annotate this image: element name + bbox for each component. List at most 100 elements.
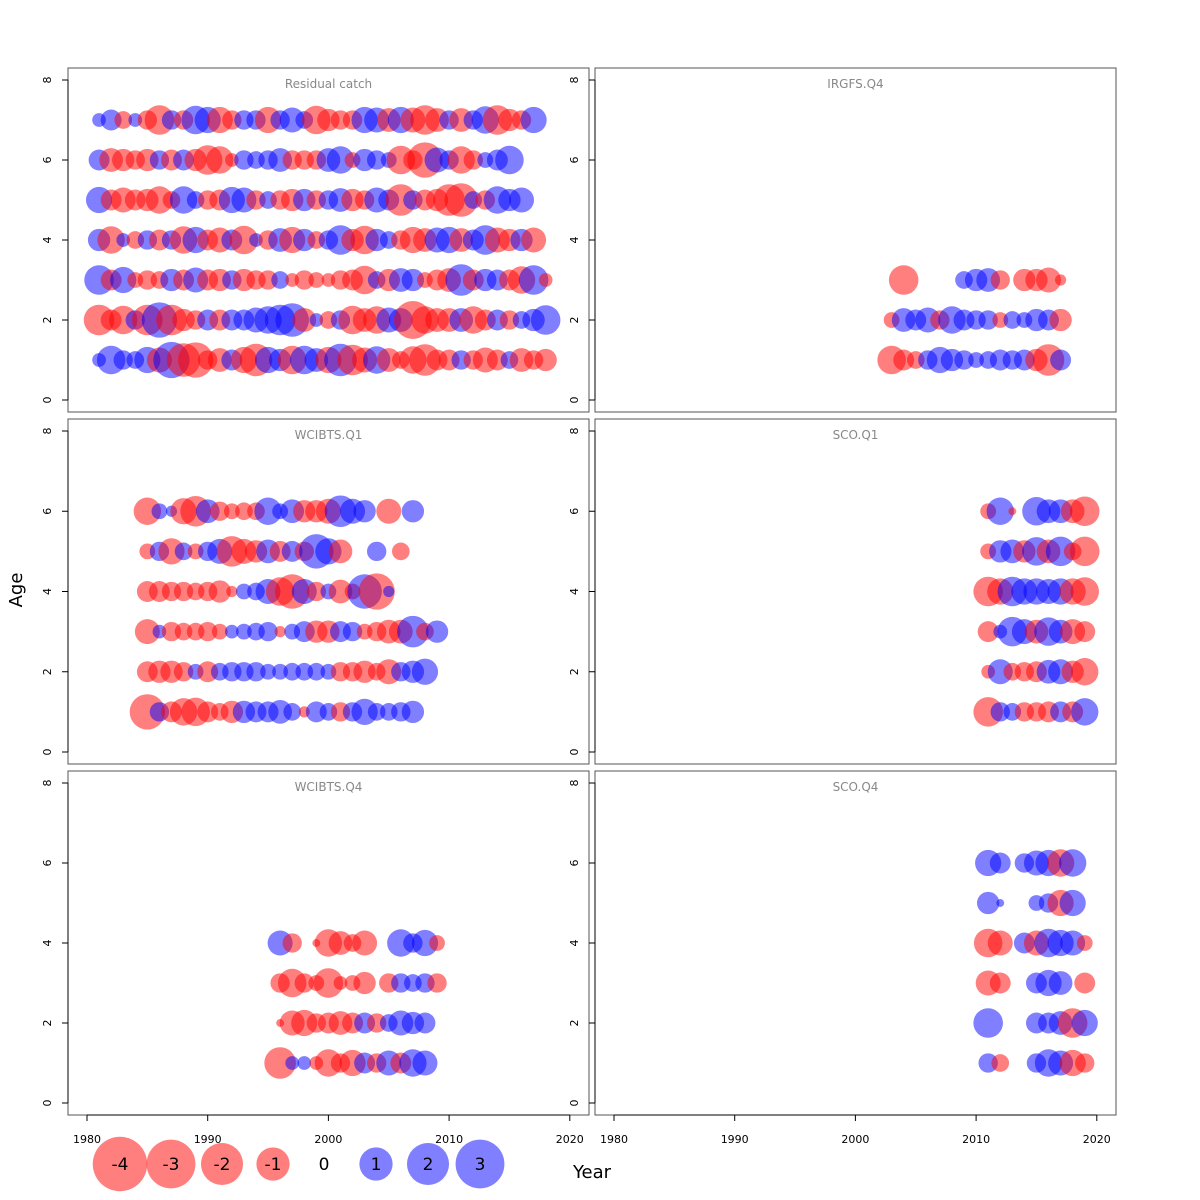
residual-bubble bbox=[258, 621, 278, 642]
residual-bubble bbox=[308, 272, 325, 288]
y-tick-label: 0 bbox=[41, 397, 54, 404]
residual-bubble bbox=[991, 1054, 1010, 1072]
panel-wcibts-q1: WCIBTS.Q1 0 2 4 6 8 bbox=[41, 418, 590, 765]
y-tick-label: 2 bbox=[568, 668, 581, 675]
legend-label: 2 bbox=[423, 1155, 434, 1175]
y-tick-label: 6 bbox=[41, 508, 54, 515]
residual-bubble bbox=[518, 265, 549, 295]
y-tick-label: 0 bbox=[41, 749, 54, 756]
residual-bubble bbox=[198, 621, 218, 642]
legend-label: 1 bbox=[371, 1155, 382, 1175]
residual-bubble bbox=[236, 583, 252, 600]
residual-bubble bbox=[888, 265, 919, 295]
residual-bubble bbox=[254, 497, 282, 525]
residual-bubble bbox=[292, 308, 317, 332]
panel-title: SCO.Q4 bbox=[833, 780, 879, 794]
legend-bubble bbox=[455, 1139, 505, 1189]
residual-bubble bbox=[1003, 311, 1022, 329]
residual-bubble bbox=[996, 899, 1005, 907]
residual-bubble bbox=[978, 310, 998, 330]
y-axis-title: Age bbox=[6, 573, 27, 608]
residual-bubble bbox=[264, 1047, 296, 1079]
y-tick-label: 6 bbox=[41, 860, 54, 867]
residual-bubble bbox=[530, 305, 561, 335]
legend-bubble bbox=[200, 1142, 244, 1186]
x-tick-label: 1990 bbox=[721, 1133, 749, 1146]
panel-title: IRGFS.Q4 bbox=[827, 77, 883, 91]
residual-bubble bbox=[223, 503, 240, 520]
residual-bubble bbox=[954, 350, 974, 370]
y-tick-label: 8 bbox=[41, 77, 54, 84]
residual-bubble bbox=[1036, 267, 1062, 293]
y-tick-label: 0 bbox=[568, 397, 581, 404]
residual-bubble bbox=[1071, 698, 1099, 726]
residual-bubble bbox=[1058, 849, 1087, 877]
residual-bubble bbox=[1074, 621, 1096, 643]
residual-bubble bbox=[1054, 274, 1067, 286]
panel-title: WCIBTS.Q1 bbox=[295, 428, 363, 442]
residual-bubble bbox=[133, 497, 162, 525]
x-tick-label: 1980 bbox=[73, 1133, 101, 1146]
residual-bubble bbox=[1059, 889, 1086, 917]
panel-wcibts-q4: WCIBTS.Q4 0 2 4 6 8 bbox=[41, 770, 590, 1116]
legend-bubble bbox=[359, 1147, 393, 1181]
residual-bubble bbox=[534, 348, 557, 372]
residual-bubble bbox=[1071, 1009, 1098, 1037]
residual-bubble bbox=[401, 700, 425, 724]
residual-bubble bbox=[353, 500, 376, 523]
residual-bubble bbox=[444, 183, 478, 217]
residual-bubble bbox=[151, 503, 168, 520]
residual-bubble bbox=[309, 313, 324, 327]
y-tick-label: 6 bbox=[568, 157, 581, 164]
residual-bubble bbox=[427, 973, 447, 993]
residual-bubble bbox=[990, 270, 1010, 290]
residual-bubble bbox=[521, 227, 547, 253]
panel-sco-q4: SCO.Q4 0 2 4 6 8 bbox=[568, 770, 1117, 1116]
residual-bubble bbox=[272, 663, 289, 680]
residual-bubble bbox=[1008, 507, 1017, 516]
residual-bubble bbox=[358, 573, 395, 610]
residual-bubble bbox=[397, 615, 429, 648]
residual-bubble bbox=[134, 619, 160, 645]
y-tick-label: 8 bbox=[41, 428, 54, 435]
residual-bubble bbox=[989, 852, 1011, 874]
residual-bubble bbox=[411, 658, 439, 685]
legend-bubble bbox=[406, 1142, 450, 1186]
residual-bubble bbox=[328, 539, 353, 564]
panel-title: Residual catch bbox=[285, 77, 372, 91]
residual-bubble bbox=[1074, 972, 1096, 994]
residual-bubble bbox=[274, 626, 286, 638]
legend-label: -3 bbox=[163, 1155, 180, 1175]
residual-bubble bbox=[342, 621, 363, 642]
residual-bubble bbox=[246, 662, 266, 682]
x-tick-label: 2000 bbox=[841, 1133, 869, 1146]
residual-bubble bbox=[352, 930, 378, 956]
residual-bubble bbox=[425, 620, 449, 643]
legend-bubble bbox=[146, 1139, 196, 1189]
residual-bubble bbox=[989, 972, 1011, 994]
y-tick-label: 4 bbox=[568, 237, 581, 244]
residual-bubble bbox=[283, 703, 302, 721]
residual-bubble bbox=[509, 187, 535, 213]
residual-bubble bbox=[383, 585, 395, 598]
residual-bubble bbox=[401, 500, 425, 523]
residual-bubble bbox=[401, 268, 425, 292]
residual-bubble bbox=[1069, 536, 1100, 567]
residual-bubble bbox=[1070, 577, 1099, 606]
y-tick-label: 8 bbox=[568, 77, 581, 84]
y-tick-label: 4 bbox=[568, 940, 581, 947]
residual-bubble bbox=[1076, 935, 1093, 951]
residual-bubble bbox=[411, 929, 439, 957]
residual-bubble bbox=[1049, 308, 1072, 332]
legend-label: -4 bbox=[112, 1155, 129, 1175]
legend-bubble bbox=[256, 1147, 290, 1181]
residual-bubble bbox=[208, 580, 231, 603]
residual-bubble bbox=[297, 1056, 312, 1070]
residual-bubble bbox=[391, 542, 410, 561]
legend-bubble bbox=[92, 1136, 148, 1192]
residual-bubble bbox=[294, 270, 314, 290]
residual-bubble bbox=[307, 662, 326, 681]
y-tick-label: 6 bbox=[41, 157, 54, 164]
residual-bubble bbox=[226, 585, 238, 598]
residual-bubble bbox=[429, 935, 445, 951]
